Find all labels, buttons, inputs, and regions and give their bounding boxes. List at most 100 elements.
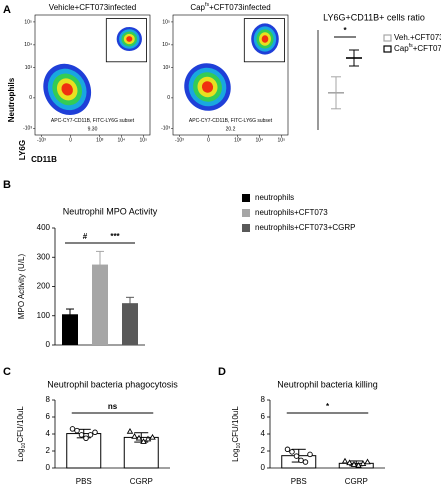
significance-label: #	[83, 232, 88, 241]
x-tick-label: 10³	[234, 137, 242, 143]
text-part: Log	[231, 448, 240, 461]
bar	[62, 314, 78, 345]
text-part: 10	[21, 443, 27, 449]
data-point	[69, 426, 76, 432]
y-tick-label: 10⁴	[24, 42, 32, 48]
legend-marker	[242, 194, 250, 202]
x-tick-label: PBS	[76, 477, 92, 486]
plot-frame	[172, 14, 289, 136]
legend-label: Capfs+CFT073	[394, 43, 441, 53]
data-point	[144, 435, 152, 442]
y-tick-label: 6	[46, 412, 51, 421]
data-point	[355, 461, 362, 468]
significance-label: ***	[110, 232, 120, 241]
data-point	[307, 451, 313, 458]
x-tick-label: CGRP	[345, 477, 368, 486]
data-point	[92, 429, 98, 436]
y-tick-label: 4	[46, 429, 51, 438]
data-point	[289, 449, 295, 455]
panel-label: D	[218, 366, 226, 378]
y-tick-label: 0	[46, 463, 51, 472]
y-tick-label: 10⁴	[162, 42, 170, 48]
y-tick-label: -10³	[23, 126, 32, 132]
y-tick-label: 8	[261, 395, 266, 404]
data-point	[131, 433, 138, 439]
legend-marker	[383, 34, 392, 42]
legend-marker	[383, 45, 392, 53]
legend-label: neutrophils+CFT073+CGRP	[255, 223, 356, 232]
y-tick-label: 6	[261, 412, 266, 421]
text-part: CFU/10uL	[16, 406, 25, 443]
chart-title: Neutrophil MPO Activity	[63, 206, 158, 216]
text-part: Cap	[190, 3, 205, 12]
data-point	[364, 458, 371, 465]
flow-title: Vehicle+CFT073infected	[49, 3, 136, 12]
text-part: Cap	[394, 44, 409, 53]
flow-title: Capfs+CFT073infected	[190, 2, 270, 12]
x-tick-label: CGRP	[130, 477, 153, 486]
significance-label: *	[343, 26, 347, 35]
data-point	[126, 427, 134, 434]
x-tick-label: 10³	[96, 137, 104, 143]
x-tick-label: 10⁴	[117, 137, 125, 143]
y-axis-label: Log10CFU/10uL	[16, 406, 27, 462]
text-part: fs	[205, 2, 209, 8]
x-tick-label: PBS	[291, 477, 307, 486]
y-tick-label: 400	[37, 223, 51, 232]
data-point	[149, 433, 156, 440]
y-tick-label: 2	[261, 446, 266, 455]
data-point	[87, 432, 94, 438]
density-region	[61, 83, 73, 96]
data-point	[359, 460, 367, 466]
text-part: CFU/10uL	[231, 406, 240, 443]
y-axis-label: LY6G	[18, 140, 27, 160]
significance-label: *	[326, 402, 330, 411]
gate-value: 20.2	[226, 126, 236, 132]
gate	[243, 18, 285, 63]
chart-title: Neutrophil bacteria killing	[277, 379, 378, 389]
gate	[105, 18, 147, 63]
data-point	[284, 446, 291, 453]
density-region	[261, 35, 269, 43]
bar	[66, 433, 102, 469]
gate-text: APC-CY7-CD11B, FITC-LY6G subset	[51, 118, 135, 124]
x-tick-label: 0	[207, 137, 210, 143]
x-tick-label: -10³	[37, 137, 46, 143]
legend-marker	[242, 209, 250, 217]
bar	[92, 264, 108, 345]
x-tick-label: 10⁵	[278, 137, 286, 143]
data-point	[74, 427, 80, 434]
panel-label: C	[3, 366, 11, 378]
data-point	[135, 434, 143, 441]
y-tick-label: 300	[37, 252, 51, 261]
chart-title: LY6G+CD11B+ cells ratio	[323, 12, 425, 22]
y-tick-label: 10⁵	[24, 19, 32, 25]
y-tick-label: 200	[37, 282, 51, 291]
y-tick-label: 4	[261, 429, 266, 438]
x-tick-label: 0	[69, 137, 72, 143]
panel-label: A	[3, 4, 11, 16]
data-point	[140, 438, 147, 444]
y-tick-label: 8	[46, 395, 51, 404]
gate-value: 9.30	[88, 126, 98, 132]
bar	[123, 436, 159, 469]
text-part: Vehicle+CFT073infected	[49, 3, 136, 12]
x-tick-label: 10⁴	[255, 137, 263, 143]
y-group-label: Neutrophils	[7, 77, 16, 122]
y-tick-label: 0	[29, 95, 32, 101]
data-point	[341, 457, 349, 464]
text-part: +CFT073infected	[209, 3, 271, 12]
x-tick-label: -10³	[175, 137, 184, 143]
significance-label: ns	[108, 402, 118, 411]
data-point	[78, 432, 85, 438]
y-tick-label: 2	[46, 446, 51, 455]
text-part: +CFT073	[413, 44, 441, 53]
data-point	[346, 459, 353, 466]
y-tick-label: -10³	[161, 126, 170, 132]
y-tick-label: 0	[46, 340, 51, 349]
x-axis-label: CD11B	[31, 155, 57, 164]
y-axis-label: Log10CFU/10uL	[231, 406, 242, 462]
y-tick-label: 100	[37, 311, 51, 320]
x-tick-label: 10⁵	[140, 137, 148, 143]
plot-frame	[34, 14, 151, 136]
